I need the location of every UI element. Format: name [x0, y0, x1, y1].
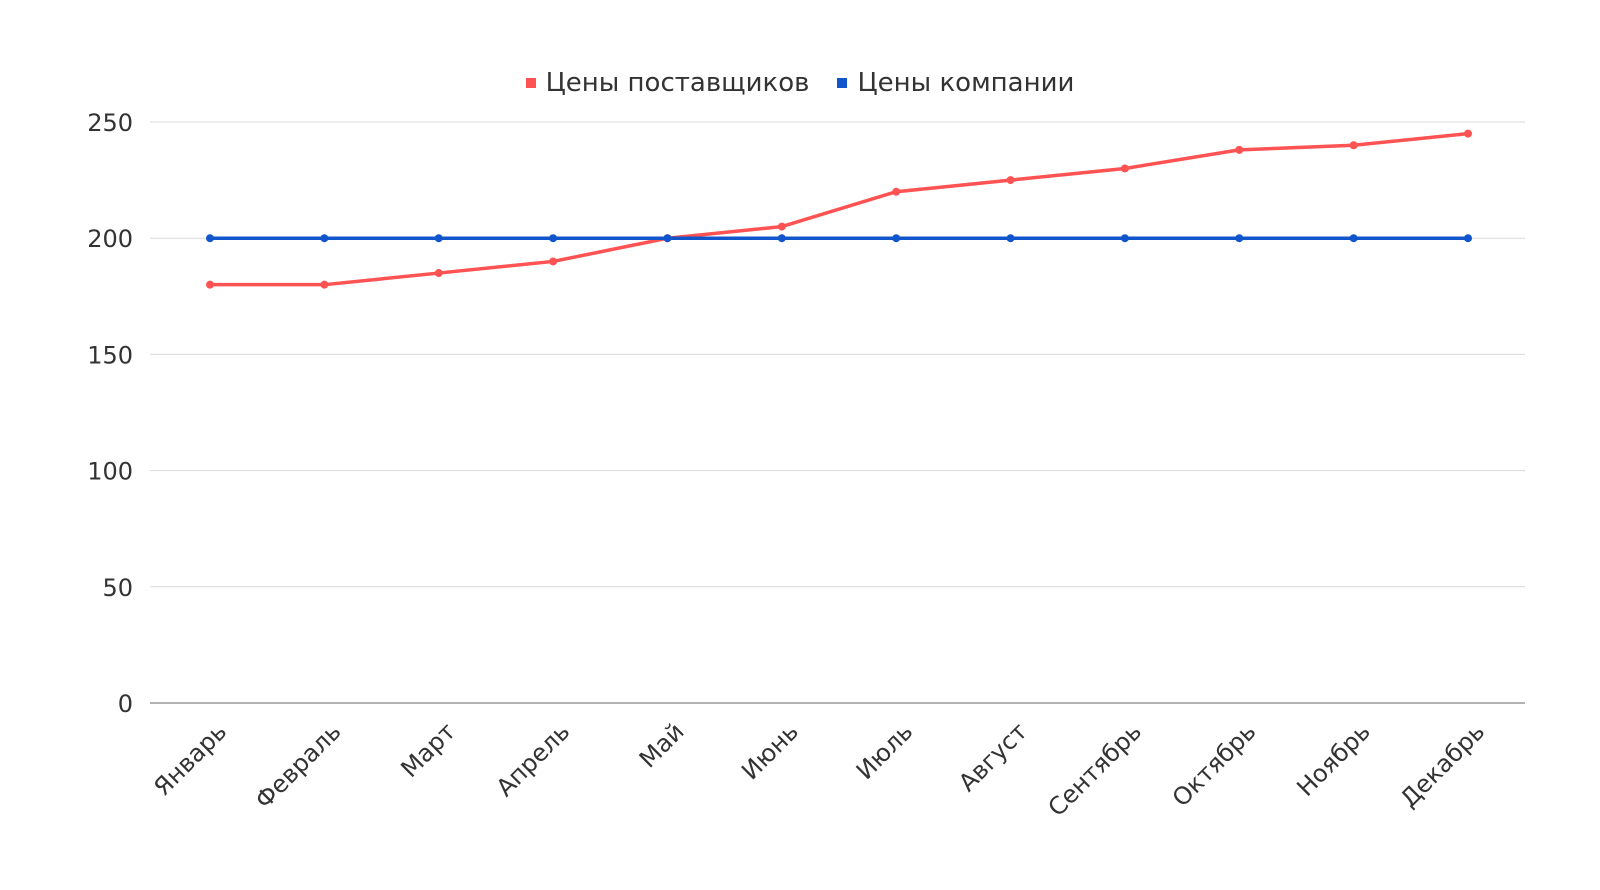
x-tick-label: Декабрь	[1395, 717, 1490, 812]
legend-label-company: Цены компании	[857, 68, 1075, 98]
chart-legend: Цены поставщиков Цены компании	[0, 68, 1600, 98]
data-point-series-1	[320, 234, 329, 243]
series-line-0	[210, 131, 1469, 287]
y-tick-label: 50	[102, 574, 133, 602]
data-point-series-0	[1120, 164, 1129, 173]
x-tick-label: Ноябрь	[1291, 717, 1375, 801]
data-point-series-1	[1120, 234, 1129, 243]
data-point-series-1	[892, 234, 901, 243]
data-point-series-1	[549, 234, 558, 243]
series-layer	[206, 129, 1472, 289]
data-point-series-1	[663, 234, 672, 243]
x-tick-label: Февраль	[250, 717, 347, 814]
data-point-series-0	[1349, 141, 1358, 150]
y-tick-label: 200	[87, 225, 133, 253]
data-point-series-0	[549, 257, 558, 266]
data-point-series-1	[1464, 234, 1472, 243]
data-point-series-0	[206, 280, 214, 289]
x-tick-label: Июль	[851, 717, 919, 785]
legend-swatch-suppliers	[525, 78, 536, 88]
y-axis-ticks: 0 50 100 150 200 250	[87, 109, 133, 718]
x-tick-label: Октябрь	[1167, 717, 1262, 812]
legend-label-suppliers: Цены поставщиков	[545, 68, 810, 98]
x-tick-label: Май	[634, 717, 690, 773]
data-point-series-1	[1006, 234, 1015, 243]
data-point-series-1	[434, 234, 443, 243]
data-point-series-1	[777, 234, 786, 243]
x-axis-ticks: Январь Февраль Март Апрель Май Июнь Июль Август…	[148, 717, 1490, 822]
x-tick-label: Сентябрь	[1043, 717, 1148, 822]
data-point-series-0	[434, 269, 443, 278]
y-tick-label: 250	[87, 109, 133, 137]
x-tick-label: Июнь	[736, 717, 804, 785]
data-point-series-1	[1349, 234, 1358, 243]
x-tick-label: Март	[395, 717, 461, 783]
data-point-series-1	[206, 234, 214, 243]
data-point-series-0	[1235, 145, 1244, 154]
y-tick-label: 0	[118, 690, 133, 718]
x-tick-label: Август	[953, 717, 1033, 797]
data-point-series-0	[892, 187, 901, 196]
legend-swatch-company	[837, 78, 848, 88]
data-point-series-0	[320, 280, 329, 289]
x-tick-label: Апрель	[491, 717, 576, 802]
legend-item-company: Цены компании	[837, 68, 1074, 98]
x-tick-label: Январь	[148, 717, 232, 801]
data-point-series-0	[1464, 129, 1472, 138]
y-tick-label: 100	[87, 458, 133, 486]
data-point-series-0	[777, 222, 786, 231]
legend-item-suppliers: Цены поставщиков	[525, 68, 810, 98]
data-point-series-0	[1006, 176, 1015, 185]
y-tick-label: 150	[87, 341, 133, 369]
data-point-series-1	[1235, 234, 1244, 243]
